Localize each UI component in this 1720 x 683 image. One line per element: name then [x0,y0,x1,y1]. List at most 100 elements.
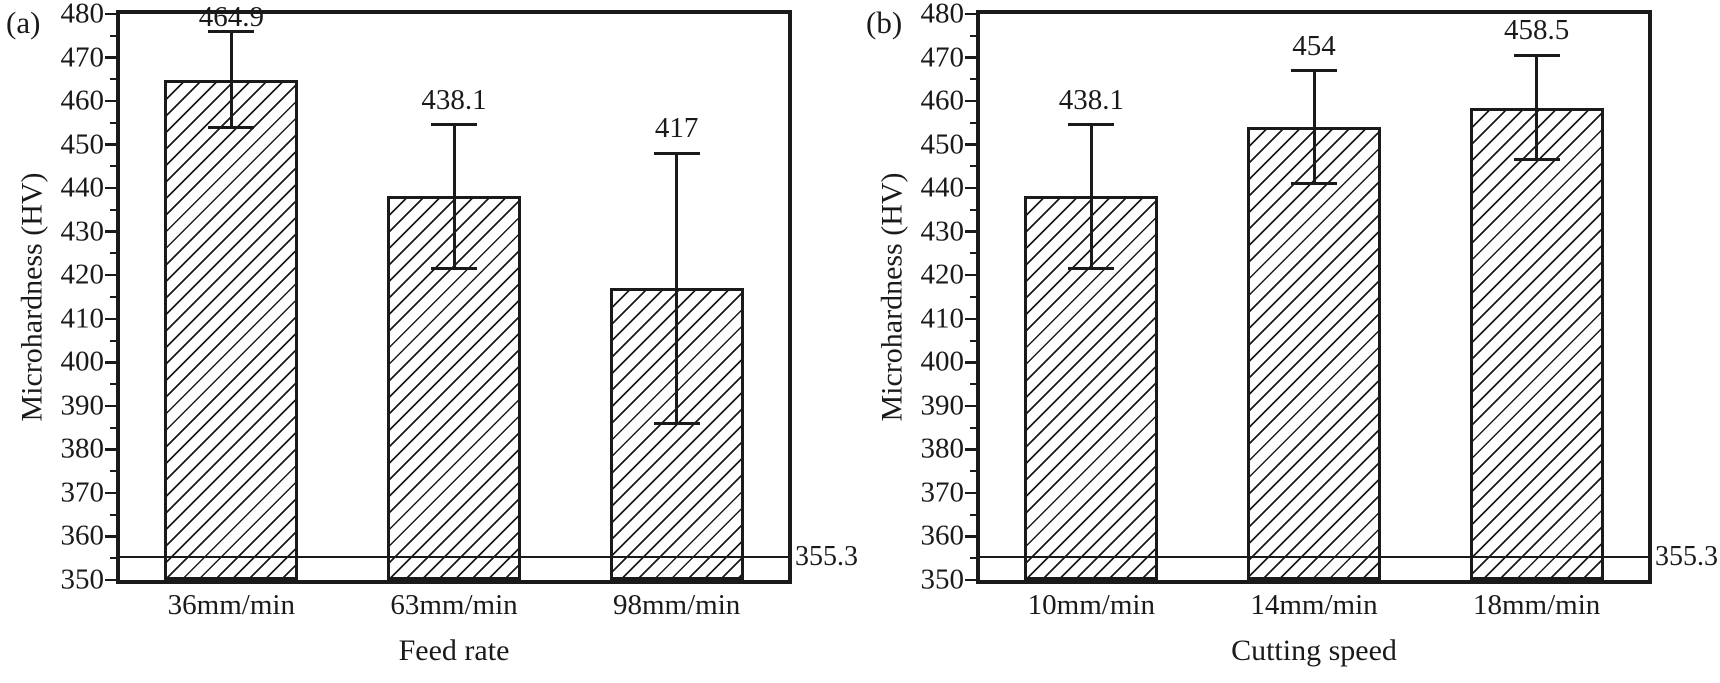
y-axis-minor-tick [970,557,976,560]
error-bar-stem [229,31,233,128]
bar-14mm/min [1247,127,1381,580]
bar-value-label: 464.9 [198,1,264,33]
y-axis-tick-label: 350 [920,563,965,596]
error-bar-cap-top [1291,69,1337,73]
y-axis-tick-label: 450 [920,128,965,161]
y-axis-minor-tick [970,513,976,516]
y-axis-major-tick [965,578,976,582]
y-axis-tick-label: 440 [60,171,105,204]
error-bar-cap-top [653,151,700,155]
y-axis-tick-label: 380 [60,432,105,465]
bar-value-label: 417 [654,112,699,145]
y-axis-tick-label: 410 [920,302,965,335]
y-axis-major-tick [965,56,976,59]
y-axis-minor-tick [110,165,116,168]
reference-line-label-b: 355.3 [1655,540,1718,572]
y-axis-tick-label: 380 [920,432,965,465]
y-axis-major-tick [965,143,976,146]
x-axis-tick-label: 18mm/min [1473,589,1601,621]
x-axis-tick-label: 98mm/min [613,589,741,621]
error-bar-cap-bottom [1068,266,1115,270]
error-bar-stem [1089,124,1093,269]
y-axis-tick-label: 430 [60,215,105,248]
panel-a-tag: (a) [6,5,41,40]
y-axis-tick-label: 390 [920,389,965,422]
y-axis-tick-label: 480 [60,0,105,30]
y-axis-minor-tick [970,383,976,386]
y-axis-major-tick [105,99,116,103]
bar-value-label: 454 [1292,29,1336,62]
error-bar-cap-bottom [653,421,700,425]
reference-line [120,555,788,558]
panel-b-tag: (b) [866,5,903,40]
y-axis-tick-label: 420 [920,258,965,291]
bar-value-label: 438.1 [421,83,487,116]
y-axis-minor-tick [110,513,116,516]
bar-value-label: 458.5 [1504,14,1570,47]
y-axis-tick-label: 470 [920,41,965,74]
y-axis-title-b: Microhardness (HV) [876,172,910,422]
y-axis-tick-label: 460 [920,84,965,117]
y-axis-major-tick [965,404,976,408]
y-axis-major-tick [105,186,116,190]
x-axis-title-a: Feed rate [398,634,510,667]
y-axis-minor-tick [110,339,116,342]
y-axis-tick-label: 400 [920,345,965,378]
y-axis-tick-label: 430 [920,215,965,248]
y-axis-minor-tick [110,252,116,255]
y-axis-minor-tick [110,121,116,124]
plot-area-a: 464.9 438.1 417 [116,1,792,584]
y-axis-major-tick [965,491,976,495]
bar-18mm/min [1469,107,1604,580]
y-axis-major-tick [105,404,116,408]
x-axis-tick-label: 36mm/min [167,589,295,621]
y-axis-major-tick [965,230,976,233]
y-axis-minor-tick [110,426,116,429]
panel-b: (b) Microhardness (HV) 438.1 454 458.5 355… [860,0,1720,683]
y-axis-minor-tick [970,470,976,473]
plot-area-b: 438.1 454 458.5 [976,10,1652,584]
y-axis-tick-label: 420 [60,258,105,291]
error-bar-cap-top [1513,53,1560,57]
y-axis-major-tick [965,12,976,16]
y-axis-major-tick [105,273,116,277]
y-axis-major-tick [105,12,116,16]
y-axis-major-tick [965,186,976,190]
y-axis-minor-tick [970,165,976,168]
y-axis-major-tick [965,317,976,321]
y-axis-minor-tick [110,208,116,211]
error-bar-cap-top [1068,123,1115,127]
x-axis-tick-label: 10mm/min [1027,589,1155,621]
reference-line-label-a: 355.3 [795,540,858,572]
y-axis-tick-label: 370 [60,476,105,509]
y-axis-tick-label: 360 [920,519,965,552]
error-bar-cap-top [208,30,255,34]
error-bar-cap-bottom [1291,182,1337,186]
bar-value-label: 438.1 [1058,83,1124,116]
y-axis-minor-tick [110,78,116,81]
y-axis-minor-tick [970,252,976,255]
x-axis-title-b: Cutting speed [1231,634,1397,667]
y-axis-minor-tick [970,78,976,81]
y-axis-tick-label: 480 [920,0,965,30]
y-axis-minor-tick [110,296,116,298]
y-axis-minor-tick [970,208,976,211]
y-axis-major-tick [105,56,116,59]
y-axis-title-a: Microhardness (HV) [16,172,50,422]
y-axis-major-tick [105,535,116,538]
y-axis-major-tick [105,143,116,146]
error-bar-cap-bottom [208,126,255,130]
y-axis-tick-label: 400 [60,345,105,378]
bar-36mm/min [164,79,299,580]
error-bar-stem [1535,55,1539,160]
y-axis-tick-label: 410 [60,302,105,335]
y-axis-major-tick [965,535,976,538]
y-axis-major-tick [105,491,116,495]
y-axis-major-tick [105,361,116,364]
y-axis-tick-label: 350 [60,563,105,596]
error-bar-cap-bottom [1513,158,1560,162]
y-axis-major-tick [105,230,116,233]
reference-line [980,555,1648,558]
y-axis-tick-label: 460 [60,84,105,117]
